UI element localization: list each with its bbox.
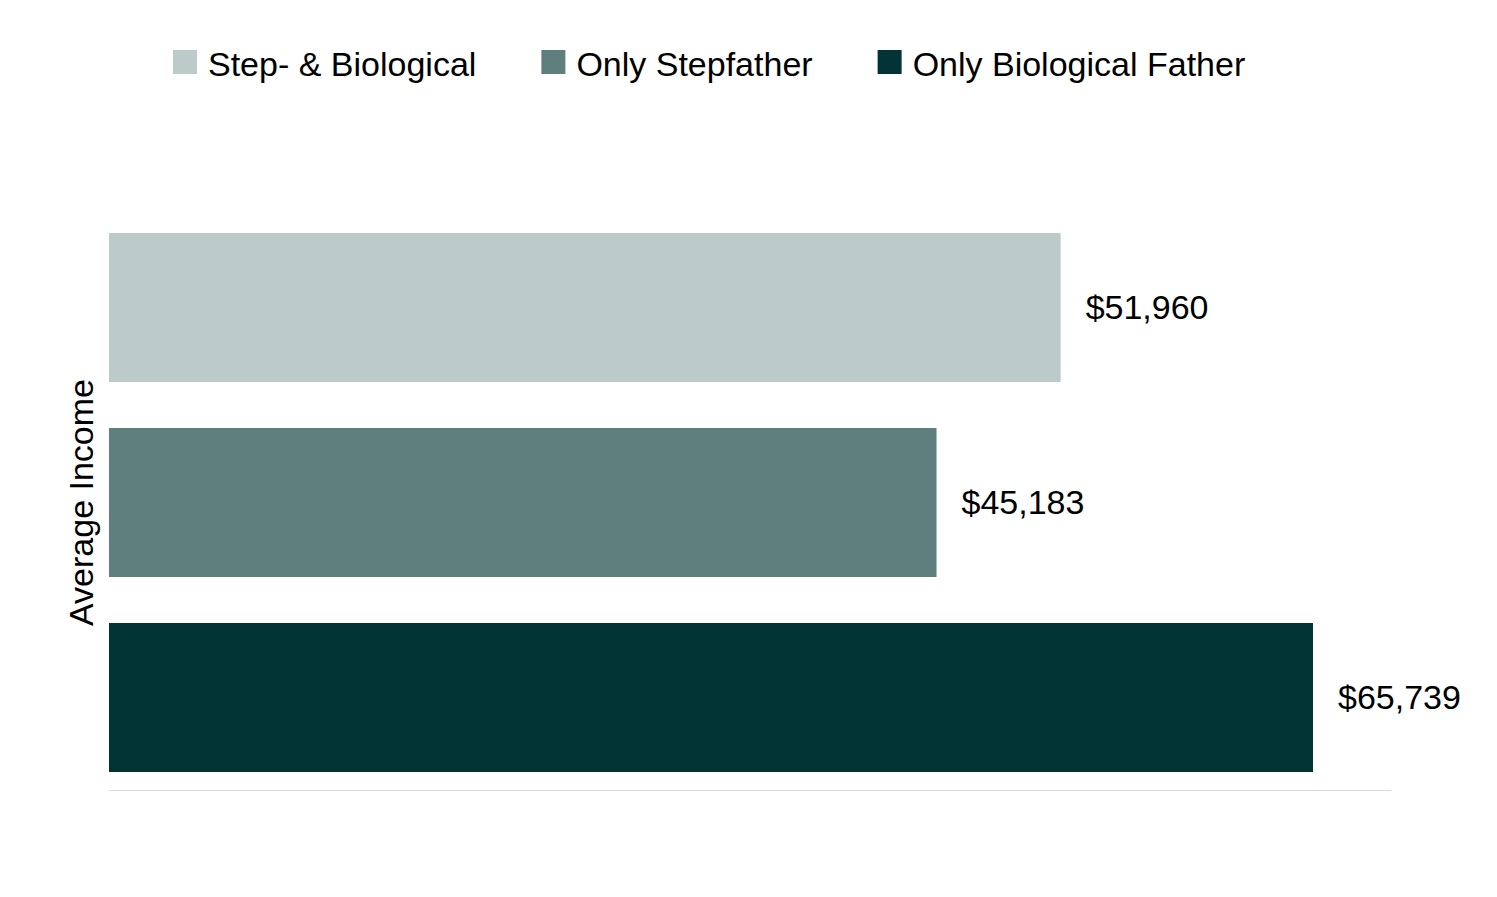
legend-label: Step- & Biological <box>208 45 476 83</box>
bar <box>109 428 937 577</box>
chart: $51,960 $45,183 $65,739 Average Income Step-… <box>0 0 1497 897</box>
legend-item: Only Biological Father <box>878 45 1246 83</box>
data-labels: $51,960 $45,183 $65,739 <box>962 288 1461 716</box>
legend-item: Only Stepfather <box>541 45 812 83</box>
axis-title: Average Income <box>62 379 100 626</box>
bar <box>109 233 1061 382</box>
axis-line <box>110 790 1392 791</box>
legend-swatch <box>878 50 902 74</box>
legend-item: Step- & Biological <box>173 45 476 83</box>
data-label: $51,960 <box>1086 288 1209 326</box>
legend-label: Only Stepfather <box>576 45 812 83</box>
x-axis <box>110 790 1392 791</box>
bars <box>109 233 1313 772</box>
legend-swatch <box>173 50 197 74</box>
bar <box>109 623 1313 772</box>
legend: Step- & Biological Only Stepfather Only Bi… <box>173 45 1245 83</box>
legend-label: Only Biological Father <box>913 45 1246 83</box>
data-label: $45,183 <box>962 483 1085 521</box>
data-label: $65,739 <box>1338 678 1461 716</box>
legend-swatch <box>541 50 565 74</box>
